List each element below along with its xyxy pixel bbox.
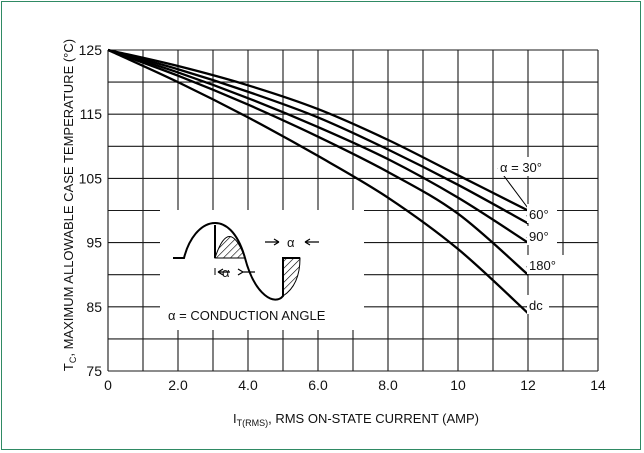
x-axis-title-rest: , RMS ON-STATE CURRENT (AMP) bbox=[268, 411, 479, 426]
series-label-background bbox=[527, 204, 557, 223]
inset-arrow-left bbox=[217, 268, 230, 276]
y-tick-label: 85 bbox=[86, 299, 102, 315]
inset-arrow-right bbox=[237, 268, 255, 276]
series-label-background bbox=[498, 157, 560, 176]
x-tick-label: 10 bbox=[450, 377, 466, 393]
series-label: 180° bbox=[529, 258, 556, 273]
x-axis-title-subscript: T(RMS) bbox=[237, 418, 269, 428]
x-tick-label: 12 bbox=[520, 377, 536, 393]
series-line bbox=[107, 48, 529, 276]
series-label: α = 30° bbox=[500, 160, 542, 175]
series-line bbox=[107, 48, 529, 225]
y-axis-title-main: T bbox=[61, 363, 76, 371]
y-tick-label: 95 bbox=[86, 235, 102, 251]
y-tick-label: 125 bbox=[79, 42, 103, 58]
y-tick-label: 105 bbox=[79, 170, 103, 186]
inset-caption: α = CONDUCTION ANGLE bbox=[168, 308, 326, 323]
inset-background bbox=[160, 210, 364, 330]
x-tick-label: 6.0 bbox=[308, 377, 328, 393]
conduction-angle-inset: α α α = CONDUCTION ANGLE bbox=[160, 210, 364, 330]
series-label-background bbox=[527, 226, 557, 245]
x-axis-title-main: I bbox=[233, 411, 237, 426]
x-tick-label: 8.0 bbox=[378, 377, 398, 393]
tick-labels: 0 2.0 4.0 6.0 8.0 10 12 14 125 115 105 95 85 75 bbox=[79, 42, 606, 393]
x-tick-label: 0 bbox=[104, 377, 112, 393]
inset-arrow-upper-right bbox=[304, 238, 319, 246]
series-line bbox=[107, 48, 529, 212]
series-label: 90° bbox=[529, 229, 549, 244]
inset-alpha-upper: α bbox=[287, 235, 295, 250]
series-labels: α = 30° 60° 90° 180° dc bbox=[497, 157, 565, 314]
y-axis-title-subscript: C bbox=[68, 356, 78, 363]
y-tick-label: 75 bbox=[86, 363, 102, 379]
series-label: 60° bbox=[529, 207, 549, 222]
y-axis-title-rest: , MAXIMUM ALLOWABLE CASE TEMPERATURE (°C… bbox=[61, 39, 76, 357]
x-tick-label: 4.0 bbox=[238, 377, 258, 393]
series-label: dc bbox=[529, 298, 543, 313]
y-tick-label: 115 bbox=[80, 106, 103, 122]
inset-alpha-lower: α bbox=[222, 265, 230, 280]
series-line bbox=[107, 48, 529, 244]
inset-arrow-upper-left bbox=[265, 238, 280, 246]
x-tick-label: 14 bbox=[590, 377, 606, 393]
x-tick-label: 2.0 bbox=[168, 377, 188, 393]
x-axis-title: IT(RMS), RMS ON-STATE CURRENT (AMP) bbox=[233, 411, 479, 428]
series-label-background bbox=[527, 255, 565, 274]
y-axis-title: TC, MAXIMUM ALLOWABLE CASE TEMPERATURE (… bbox=[61, 39, 78, 371]
series-curves bbox=[107, 48, 529, 315]
series-label-background bbox=[527, 295, 549, 314]
inset-waveform bbox=[173, 222, 300, 301]
series-line bbox=[107, 48, 529, 315]
